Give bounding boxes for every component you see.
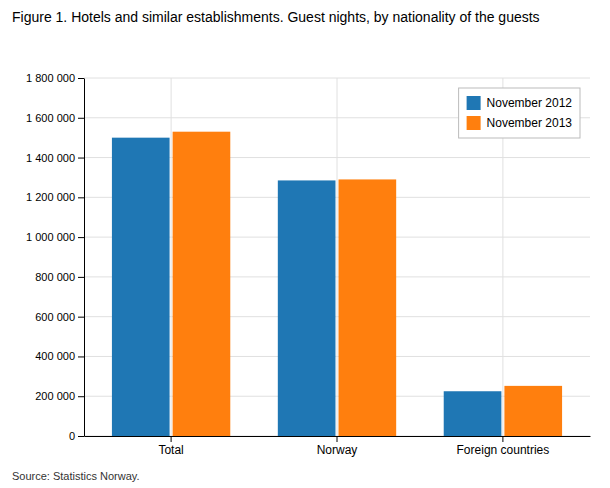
y-tick-label: 400 000 [35, 350, 75, 362]
y-tick: 400 000 [35, 350, 84, 362]
legend-swatch [467, 116, 481, 130]
y-tick: 1 600 000 [26, 112, 84, 124]
legend-item: November 2012 [467, 96, 573, 110]
bar [444, 391, 502, 436]
title: Figure 1. Hotels and similar establishme… [12, 9, 540, 25]
y-tick-mark [78, 356, 84, 357]
x-tick-label: Foreign countries [457, 443, 550, 457]
x-axis: Total Norway Foreign countries [85, 436, 591, 457]
y-tick-mark [78, 197, 84, 198]
y-tick-label: 1 800 000 [26, 72, 75, 84]
y-tick-label: 0 [69, 430, 75, 442]
y-tick-label: 1 200 000 [26, 191, 75, 203]
bar-series [112, 138, 501, 436]
legend-label: November 2012 [487, 96, 573, 110]
grid-line [171, 78, 172, 436]
chart-svg: Figure 1. Hotels and similar establishme… [0, 0, 610, 488]
y-tick-mark [78, 118, 84, 119]
y-tick: 600 000 [35, 311, 84, 323]
legend: November 2012 November 2013 [459, 88, 580, 138]
annotation: Source: Statistics Norway. [12, 470, 140, 482]
x-tick-label: Total [158, 443, 183, 457]
x-tick-mark [502, 436, 503, 442]
y-tick-label: 1 400 000 [26, 152, 75, 164]
y-tick: 1 400 000 [26, 152, 84, 164]
grid-line [337, 78, 338, 436]
y-tick-label: 200 000 [35, 390, 75, 402]
y-tick: 1 200 000 [26, 191, 84, 203]
y-tick-label: 800 000 [35, 271, 75, 283]
title-line: Figure 1. Hotels and similar establishme… [12, 9, 540, 25]
y-tick-mark [78, 78, 84, 79]
y-tick-label: 600 000 [35, 311, 75, 323]
legend-label: November 2013 [487, 116, 573, 130]
bar [504, 386, 562, 436]
y-axis-line [84, 79, 85, 437]
bar [173, 132, 231, 436]
legend-frame [459, 88, 580, 138]
y-tick-mark [78, 436, 84, 437]
y-tick-mark [78, 317, 84, 318]
bar [112, 138, 170, 436]
bars [112, 132, 562, 436]
x-tick: Foreign countries [457, 436, 550, 457]
y-tick-mark [78, 237, 84, 238]
x-tick-mark [337, 436, 338, 442]
y-tick-mark [78, 396, 84, 397]
chart-container: Figure 1. Hotels and similar establishme… [0, 0, 610, 488]
x-tick: Norway [317, 436, 358, 457]
y-tick-mark [78, 277, 84, 278]
y-tick-mark [78, 158, 84, 159]
y-tick: 800 000 [35, 271, 84, 283]
plot: 0 200 000 400 000 600 000 800 000 1 000 000 1 … [26, 72, 590, 457]
y-tick: 200 000 [35, 390, 84, 402]
bar [339, 179, 397, 436]
x-tick-mark [171, 436, 172, 442]
x-tick-label: Norway [317, 443, 358, 457]
y-tick: 0 [69, 430, 84, 442]
y-tick-label: 1 000 000 [26, 231, 75, 243]
y-tick-label: 1 600 000 [26, 112, 75, 124]
grid [84, 78, 590, 436]
bar [278, 180, 336, 436]
legend-swatch [467, 96, 481, 110]
legend-item: November 2013 [467, 116, 573, 130]
x-tick: Total [158, 436, 183, 457]
bar-series [173, 132, 562, 436]
y-tick: 1 800 000 [26, 72, 84, 84]
y-tick: 1 000 000 [26, 231, 84, 243]
y-axis: 0 200 000 400 000 600 000 800 000 1 000 000 1 … [26, 72, 84, 442]
